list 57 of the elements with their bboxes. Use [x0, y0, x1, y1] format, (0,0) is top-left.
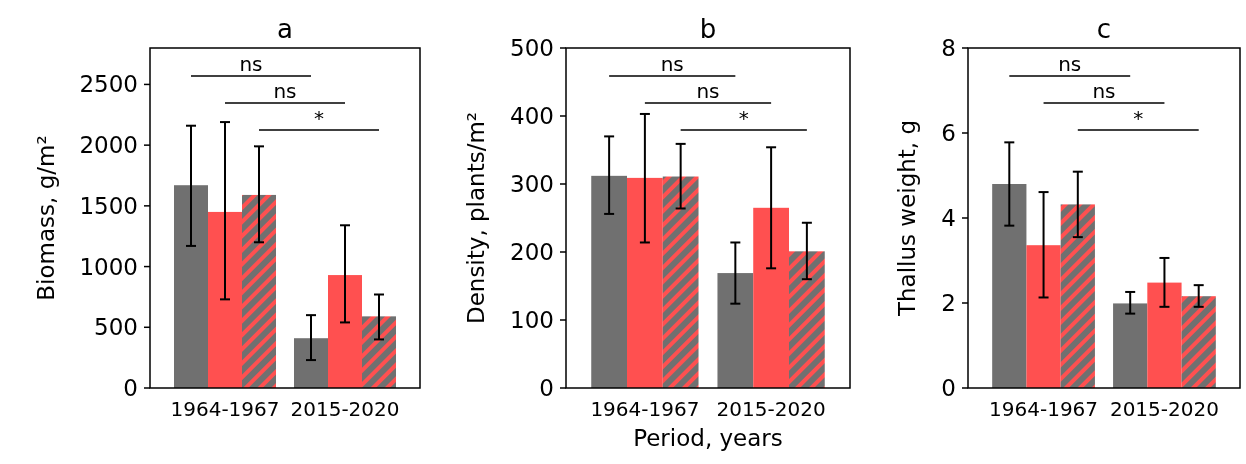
annotation: ns	[696, 79, 720, 103]
y-tick-label: 100	[510, 307, 554, 334]
y-tick-label: 200	[510, 239, 554, 266]
bar	[174, 185, 208, 388]
x-tick-label: 1964-1967	[590, 397, 700, 421]
bar	[662, 176, 699, 388]
y-tick-label: 6	[941, 120, 956, 147]
bar	[627, 177, 663, 388]
annotation: ns	[273, 79, 297, 103]
annotation: ns	[1092, 79, 1116, 103]
y-tick-label: 2	[941, 290, 956, 317]
annotation: ns	[239, 52, 263, 76]
bar	[992, 184, 1027, 388]
bar	[1147, 282, 1182, 388]
y-axis-title: Density, plants/m²	[463, 111, 490, 325]
y-tick-label: 1500	[79, 192, 138, 219]
bar	[1026, 245, 1061, 388]
y-tick-label: 8	[941, 35, 956, 62]
bar	[1060, 204, 1095, 388]
y-tick-label: 1000	[79, 253, 138, 280]
x-axis-title: Period, years	[633, 425, 783, 451]
y-axis-title: Thallus weight, g	[894, 119, 921, 318]
chart-title: c	[1096, 14, 1112, 44]
y-tick-label: 300	[510, 171, 554, 198]
chart-title: a	[277, 14, 293, 44]
annotation: *	[314, 106, 324, 130]
bar	[242, 194, 276, 388]
bar	[591, 175, 628, 388]
annotation: *	[1133, 106, 1144, 130]
y-tick-label: 2500	[79, 71, 138, 98]
y-tick-label: 0	[941, 375, 956, 402]
chart-title: b	[699, 14, 717, 44]
bar	[1181, 296, 1216, 388]
y-tick-label: 4	[941, 205, 956, 232]
bar	[294, 338, 328, 388]
y-tick-label: 0	[539, 375, 554, 402]
y-tick-label: 400	[510, 103, 554, 130]
x-tick-label: 1964-1967	[989, 397, 1099, 421]
y-tick-label: 500	[94, 314, 138, 341]
annotation: ns	[660, 52, 684, 76]
y-tick-label: 500	[510, 35, 554, 62]
annotation: *	[738, 106, 749, 130]
bar	[362, 316, 396, 388]
bar	[1113, 303, 1148, 388]
annotation: ns	[1058, 52, 1082, 76]
x-tick-label: 1964-1967	[170, 397, 280, 421]
y-tick-label: 2000	[79, 132, 138, 159]
bar	[788, 251, 825, 388]
y-tick-label: 0	[123, 375, 138, 402]
x-tick-label: 2015-2020	[290, 397, 400, 421]
bar	[208, 211, 242, 388]
bar	[717, 273, 754, 388]
y-axis-title: Biomass, g/m²	[32, 135, 59, 301]
bar	[328, 275, 362, 388]
bar	[753, 207, 789, 388]
x-tick-label: 2015-2020	[716, 397, 826, 421]
x-tick-label: 2015-2020	[1109, 397, 1219, 421]
